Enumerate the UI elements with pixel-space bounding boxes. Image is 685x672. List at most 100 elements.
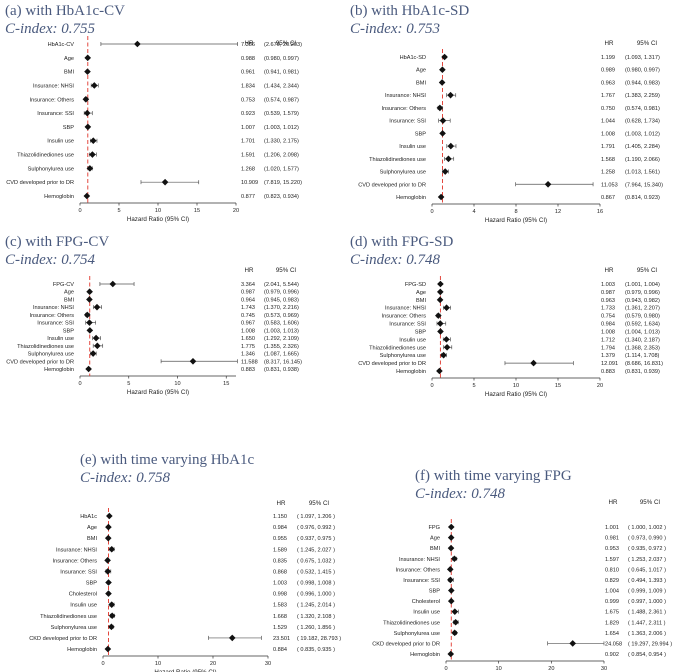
- panel-c-index: C-index: 0.748: [350, 252, 440, 268]
- row-label: Age: [87, 525, 97, 531]
- hr-point: [435, 312, 442, 319]
- row-label: Insurance: Others: [382, 106, 427, 112]
- ci-value: ( 0.645, 1.017 ): [628, 567, 666, 573]
- hr-value: 1.654: [605, 631, 619, 637]
- hr-point: [451, 555, 458, 563]
- row-label: Age: [64, 56, 74, 62]
- hr-value: 0.835: [273, 558, 287, 564]
- row-label: Insulin use: [70, 603, 97, 609]
- row-label: CVD developed prior to DR: [6, 359, 74, 365]
- hr-value: 1.589: [273, 547, 287, 553]
- ci-value: ( 0.999, 1.009 ): [628, 589, 666, 595]
- hr-value: 0.902: [605, 652, 619, 658]
- ci-value: (0.980, 0.997): [625, 68, 660, 74]
- row-label: HbA1c-CV: [48, 42, 75, 48]
- ci-value: (0.979, 0.996): [264, 290, 299, 296]
- row-label: Age: [416, 290, 426, 296]
- hr-value: 10.909: [241, 180, 258, 186]
- hr-value: 0.963: [601, 298, 615, 304]
- hr-value: 1.794: [601, 345, 615, 351]
- hr-value: 1.001: [605, 525, 619, 531]
- ci-value: ( 0.937, 0.975 ): [297, 536, 335, 542]
- hr-value: 1.150: [273, 514, 287, 520]
- hr-value: 1.044: [601, 119, 615, 125]
- hr-point: [443, 336, 450, 343]
- ci-column-header: 95% CI: [309, 500, 330, 507]
- hr-point: [437, 328, 444, 335]
- x-tick-label: 4: [472, 209, 475, 215]
- x-tick-label: 0: [78, 381, 81, 387]
- row-label: Insulin use: [413, 610, 440, 616]
- hr-point: [104, 557, 111, 564]
- hr-point: [83, 192, 91, 200]
- hr-value: 0.981: [605, 536, 619, 542]
- hr-value: 24.058: [605, 641, 622, 647]
- ci-value: (1.355, 2.326): [264, 344, 299, 350]
- ci-value: ( 0.997, 1.000 ): [628, 599, 666, 605]
- row-label: Cholesterol: [69, 592, 97, 598]
- row-label: CKD developed prior to DR: [29, 636, 97, 642]
- hr-point: [437, 280, 444, 288]
- ci-value: (1.020, 1.577): [264, 166, 299, 172]
- ci-value: ( 1.253, 2.037 ): [628, 557, 666, 563]
- ci-value: (0.980, 0.997): [264, 56, 299, 62]
- hr-value: 0.883: [241, 367, 255, 373]
- row-label: BMI: [64, 70, 74, 76]
- ci-column-header: 95% CI: [276, 40, 297, 47]
- hr-point: [106, 512, 113, 520]
- hr-value: 1.591: [241, 153, 255, 159]
- hr-value: 0.883: [601, 369, 615, 375]
- row-label: Sulphonylurea use: [28, 352, 74, 358]
- hr-value: 0.961: [241, 70, 255, 76]
- hr-point: [445, 155, 452, 163]
- panel-c-index: C-index: 0.758: [80, 470, 170, 486]
- row-label: Sulphonylurea use: [380, 170, 426, 176]
- x-tick-label: 5: [117, 208, 120, 214]
- panel-title: (a) with HbA1c-CV: [5, 3, 125, 19]
- ci-value: (1.003, 1.012): [625, 131, 660, 137]
- hr-column-header: HR: [605, 40, 614, 47]
- x-tick-label: 30: [601, 666, 607, 672]
- row-label: Hemoglobin: [44, 367, 74, 373]
- row-label: Insurance: Others: [382, 314, 427, 320]
- ci-value: ( 1.097, 1.206 ): [297, 514, 335, 520]
- hr-value: 1.583: [273, 603, 287, 609]
- x-tick-label: 30: [265, 661, 271, 667]
- row-label: Insurance: SSI: [37, 321, 74, 327]
- ci-value: (1.003, 1.012): [264, 125, 299, 131]
- ci-value: (1.087, 1.665): [264, 352, 299, 358]
- ci-value: (0.579, 0.980): [625, 314, 660, 320]
- row-label: Sulphonylurea use: [28, 166, 74, 172]
- hr-value: 3.364: [241, 282, 255, 288]
- hr-point: [105, 590, 112, 597]
- hr-value: 0.989: [601, 68, 615, 74]
- row-label: SBP: [63, 328, 74, 334]
- hr-point: [439, 66, 446, 74]
- row-label: CKD developed prior to DR: [372, 641, 440, 647]
- hr-point: [451, 608, 459, 615]
- hr-point: [86, 165, 94, 172]
- hr-value: 1.675: [605, 610, 619, 616]
- hr-point: [84, 123, 92, 131]
- ci-value: ( 0.973, 0.990 ): [628, 536, 666, 542]
- row-label: SBP: [429, 589, 440, 595]
- x-tick-label: 10: [513, 383, 519, 389]
- row-label: FPG-CV: [53, 282, 74, 288]
- row-label: Hemoglobin: [396, 369, 426, 375]
- x-axis-title: Hazard Ratio (95% CI): [127, 216, 189, 223]
- panel-title: (b) with HbA1c-SD: [350, 3, 469, 19]
- ci-value: (0.574, 0.981): [625, 106, 660, 112]
- hr-value: 0.967: [241, 321, 255, 327]
- hr-value: 0.953: [605, 546, 619, 552]
- hr-point: [86, 327, 94, 334]
- ci-value: (1.190, 2.066): [625, 157, 660, 163]
- x-tick-label: 5: [472, 383, 475, 389]
- ci-value: (0.944, 0.983): [625, 80, 660, 86]
- row-label: Insulin use: [47, 336, 74, 342]
- panel-c-index: C-index: 0.748: [415, 486, 505, 502]
- x-axis-title: Hazard Ratio (95% CI): [154, 669, 216, 672]
- ci-column-header: 95% CI: [640, 499, 661, 506]
- hr-point: [82, 95, 90, 103]
- x-tick-label: 10: [155, 208, 161, 214]
- hr-value: 0.964: [241, 297, 255, 303]
